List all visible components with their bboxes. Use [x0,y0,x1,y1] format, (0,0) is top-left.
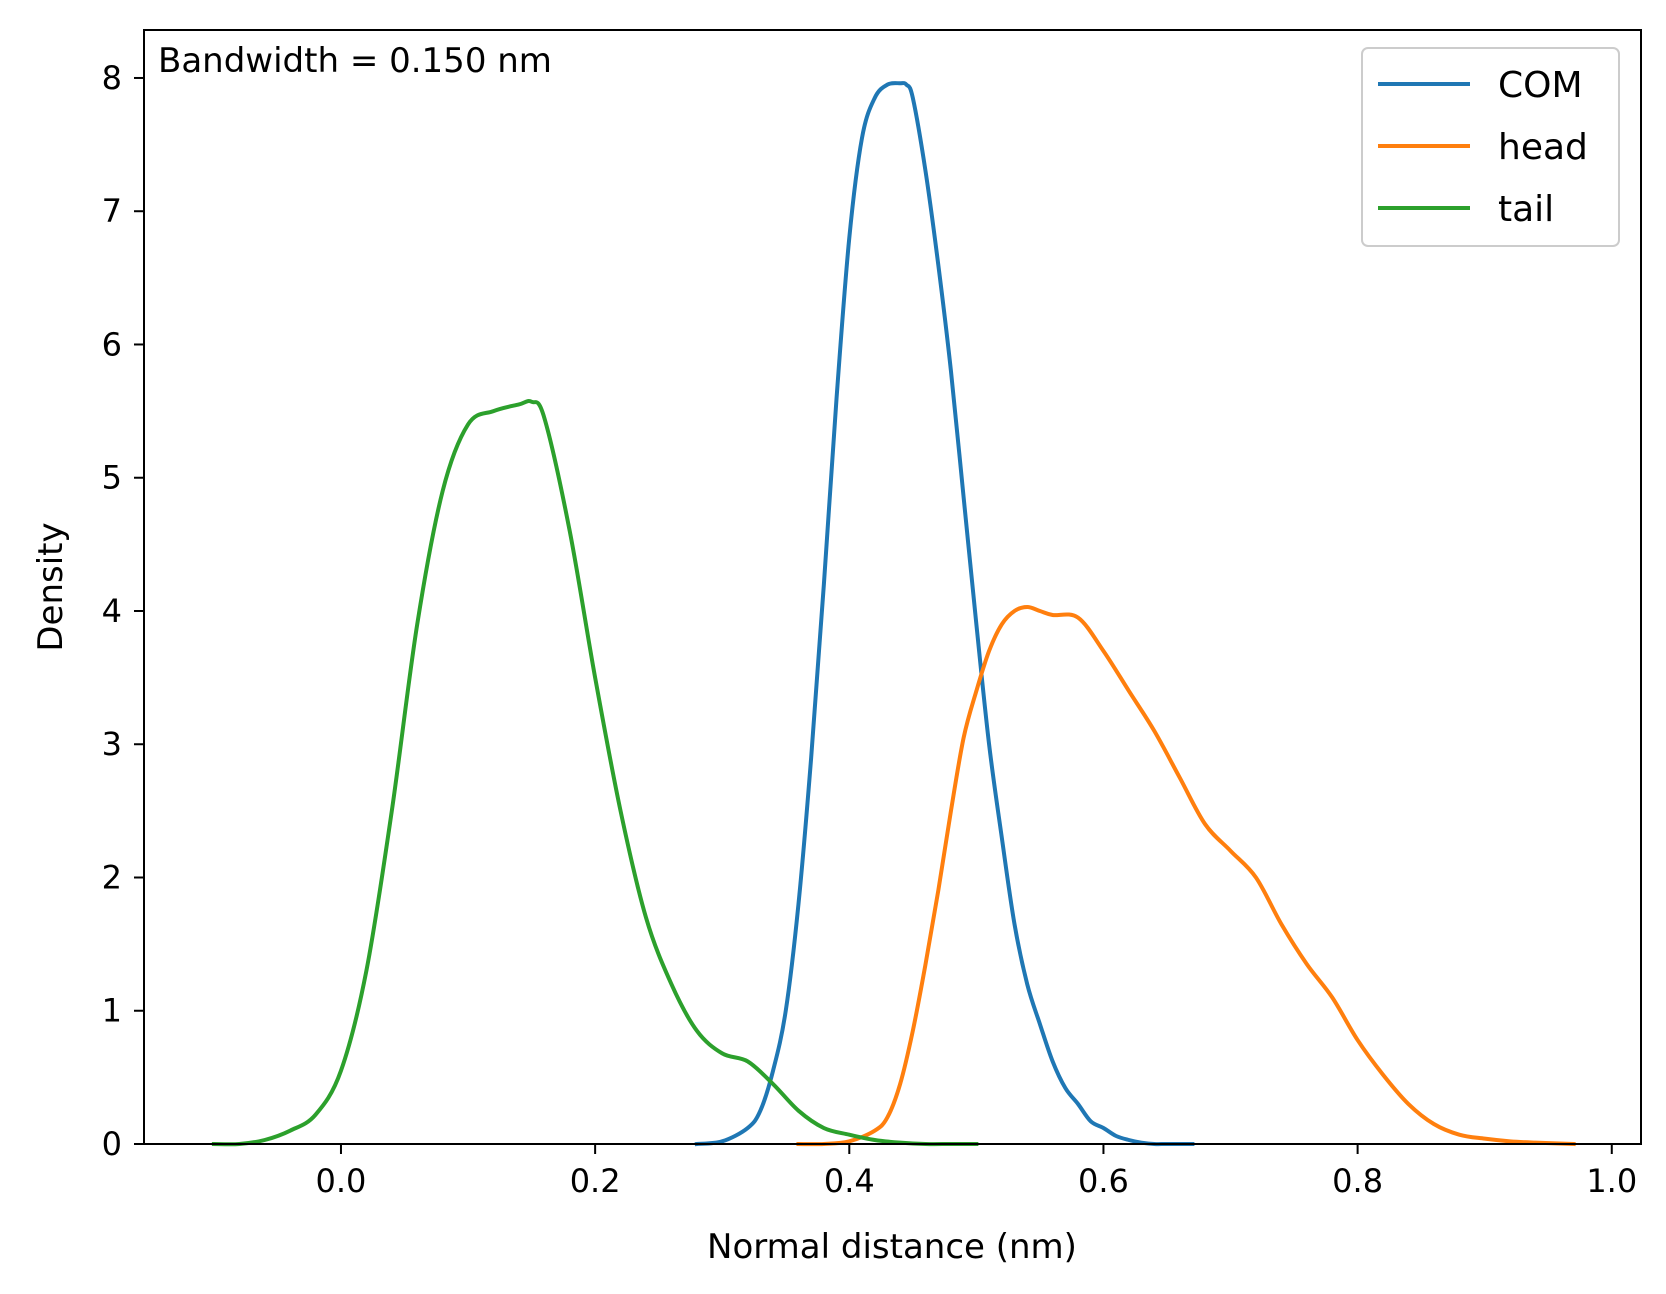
x-tick-label: 0.4 [824,1162,875,1200]
y-tick-label: 2 [102,858,122,896]
y-tick-label: 7 [102,192,122,230]
x-tick-label: 0.8 [1332,1162,1383,1200]
series-lines [211,81,1576,1147]
y-tick-label: 5 [102,459,122,497]
y-tick-label: 0 [102,1125,122,1163]
legend: COM head tail [1361,47,1620,247]
series-line-head [796,604,1576,1147]
x-tick-label: 0.0 [316,1162,367,1200]
y-tick-label: 8 [102,59,122,97]
x-tick-label: 0.6 [1078,1162,1129,1200]
y-tick-label: 6 [102,325,122,363]
legend-items: COM head tail [1378,65,1588,230]
y-tick-label: 4 [102,592,122,630]
series-line-tail [211,399,979,1147]
plot-frame [143,29,1642,1145]
series-line-com [694,81,1195,1147]
y-axis-label: Density [31,522,71,651]
legend-label-head: head [1498,127,1588,168]
x-tick-label: 1.0 [1586,1162,1637,1200]
y-axis-ticks: 0 1 2 3 4 5 6 7 8 [102,59,144,1163]
legend-label-tail: tail [1498,189,1554,230]
y-tick-label: 1 [102,992,122,1030]
legend-box [1361,47,1620,247]
x-axis-label: Normal distance (nm) [707,1227,1077,1267]
legend-label-com: COM [1498,65,1583,106]
y-tick-label: 3 [102,725,122,763]
x-axis-ticks: 0.0 0.2 0.4 0.6 0.8 1.0 [316,1144,1637,1200]
bandwidth-annotation: Bandwidth = 0.150 nm [158,41,552,81]
x-tick-label: 0.2 [570,1162,621,1200]
